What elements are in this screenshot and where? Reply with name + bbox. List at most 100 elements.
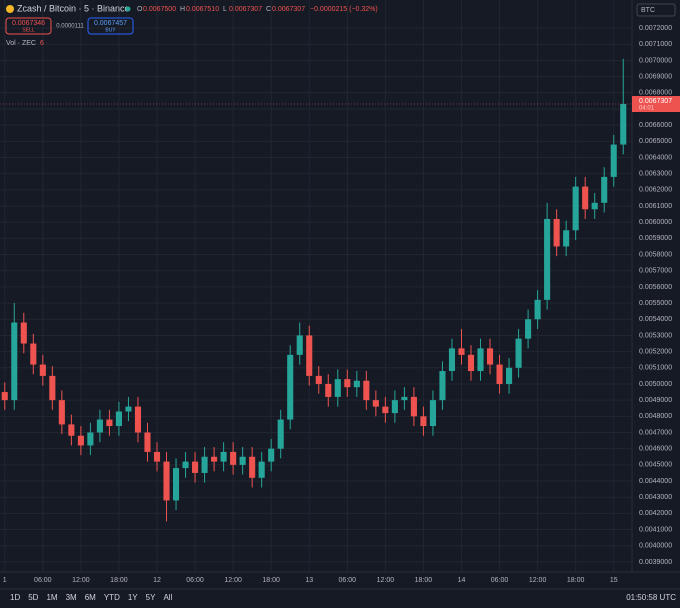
y-tick-label: 0.0043000 <box>639 494 672 501</box>
candle-body <box>563 230 570 247</box>
candle-body <box>182 461 189 469</box>
range-button[interactable]: 1Y <box>128 593 138 602</box>
x-tick-label: 06:00 <box>34 577 52 584</box>
low: 0.0067307 <box>229 6 262 13</box>
y-tick-label: 0.0066000 <box>639 122 672 129</box>
range-button[interactable]: All <box>163 593 172 602</box>
range-button[interactable]: 5Y <box>146 593 156 602</box>
candle-body <box>601 176 608 203</box>
range-button[interactable]: 1M <box>46 593 57 602</box>
high: 0.0067510 <box>186 6 219 13</box>
candle-body <box>382 406 389 414</box>
candle-body <box>125 406 132 412</box>
candle-body <box>325 383 332 397</box>
candle-body <box>115 411 122 427</box>
candle-body <box>58 400 65 425</box>
range-button[interactable]: 6M <box>85 593 96 602</box>
y-tick-label: 0.0041000 <box>639 526 672 533</box>
sell-price: 0.0067346 <box>12 20 45 27</box>
y-tick-label: 0.0053000 <box>639 332 672 339</box>
candle-body <box>11 322 18 401</box>
candle-body <box>306 335 313 376</box>
range-button[interactable]: 1D <box>10 593 20 602</box>
candle-body <box>334 379 341 397</box>
y-tick-label: 0.0070000 <box>639 57 672 64</box>
candle-body <box>134 406 142 433</box>
candle-body <box>230 451 237 465</box>
x-tick-label: 13 <box>305 577 313 584</box>
x-tick-label: 12:00 <box>529 577 547 584</box>
x-tick-label: 14 <box>458 577 466 584</box>
candle-body <box>249 456 256 478</box>
symbol: Zcash / Bitcoin · 5 · Binance <box>17 3 130 13</box>
buy-price: 0.0067457 <box>94 20 127 27</box>
candle-body <box>372 400 379 407</box>
y-tick-label: 0.0069000 <box>639 73 672 80</box>
candle-body <box>30 343 37 365</box>
candle-body <box>353 380 360 388</box>
y-tick-label: 0.0055000 <box>639 300 672 307</box>
y-tick-label: 0.0065000 <box>639 138 672 145</box>
candle-body <box>344 379 351 388</box>
open: 0.0067500 <box>143 6 176 13</box>
candle-body <box>448 348 456 372</box>
y-tick-label: 0.0040000 <box>639 543 672 550</box>
volume-label: Vol · ZEC <box>6 40 36 47</box>
candle-body <box>591 202 598 210</box>
candle-body <box>429 400 436 427</box>
range-button[interactable]: 5D <box>28 593 38 602</box>
candle-body <box>211 456 218 462</box>
overlay: Zcash / Bitcoin · 5 · Binance O 0.006750… <box>5 3 676 602</box>
y-tick-label: 0.0063000 <box>639 171 672 178</box>
candle-body <box>192 461 199 473</box>
y-tick-label: 0.0048000 <box>639 413 672 420</box>
x-tick-label: 06:00 <box>491 577 509 584</box>
candle-body <box>163 461 170 501</box>
candle-body <box>363 380 370 401</box>
candle-body <box>239 456 246 465</box>
candle-body <box>572 186 579 231</box>
change: −0.0000215 (−0.32%) <box>310 6 378 13</box>
candle-body <box>401 396 408 401</box>
o-label: O <box>137 6 143 13</box>
currency-select[interactable] <box>636 3 676 17</box>
candle-body <box>96 419 103 433</box>
candle-body <box>620 104 627 145</box>
last-time-label: 04:01 <box>639 106 655 112</box>
y-tick-label: 0.0072000 <box>639 25 672 32</box>
range-button[interactable]: 3M <box>66 593 77 602</box>
candle-body <box>87 432 94 446</box>
candle-body <box>258 461 265 478</box>
y-tick-label: 0.0052000 <box>639 348 672 355</box>
y-tick-label: 0.0051000 <box>639 365 672 372</box>
candle-body <box>477 348 484 372</box>
last-price-box <box>632 96 680 113</box>
range-button[interactable]: YTD <box>104 593 120 602</box>
x-tick-label: 06:00 <box>339 577 357 584</box>
candle-body <box>553 218 560 247</box>
candle-body <box>153 451 161 462</box>
y-tick-label: 0.0058000 <box>639 251 672 258</box>
currency: BTC <box>641 7 655 14</box>
sell-button[interactable] <box>5 17 52 35</box>
y-tick-label: 0.0047000 <box>639 429 672 436</box>
y-tick-label: 0.0071000 <box>639 41 672 48</box>
candle-body <box>582 186 589 210</box>
candle-body <box>525 319 532 339</box>
y-tick-label: 0.0060000 <box>639 219 672 226</box>
candle-body <box>220 451 227 462</box>
buy-button[interactable] <box>87 17 134 35</box>
grid: 0.0039000 0.0040000 0.0041000 0.0042000 0.00… <box>0 0 672 584</box>
x-tick-label: 18:00 <box>415 577 433 584</box>
y-tick-label: 0.0050000 <box>639 381 672 388</box>
y-tick-label: 0.0054000 <box>639 316 672 323</box>
candle-body <box>496 364 503 384</box>
candle-body <box>420 416 427 427</box>
x-tick-label: 12:00 <box>72 577 90 584</box>
candle-body <box>534 299 541 320</box>
candle-body <box>268 448 275 462</box>
y-tick-label: 0.0062000 <box>639 187 672 194</box>
candle-body <box>391 400 398 414</box>
